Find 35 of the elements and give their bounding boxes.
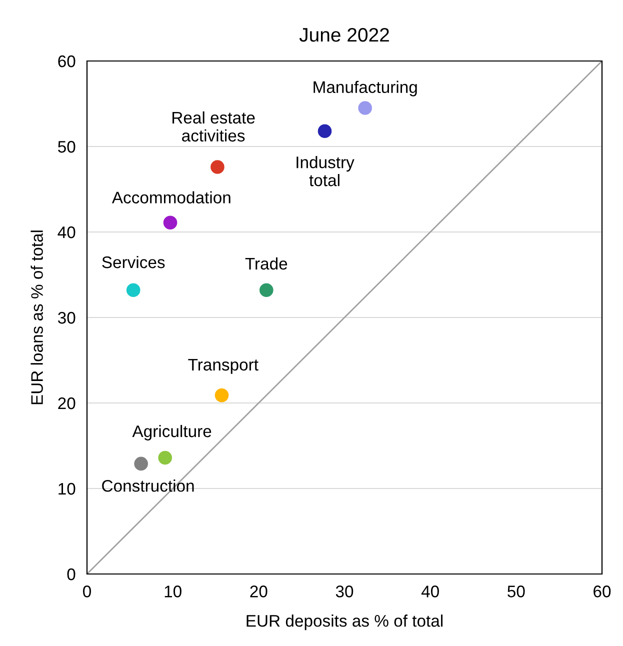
- point: [214, 388, 229, 402]
- y-tick-label: 30: [58, 312, 76, 324]
- x-axis-title: EUR deposits as % of total: [246, 614, 443, 630]
- series-label: Construction: [102, 480, 194, 492]
- series-label: Accommodation: [112, 191, 230, 204]
- chart-title: June 2022: [299, 28, 389, 42]
- y-tick-label: 60: [58, 55, 76, 68]
- point: [210, 160, 224, 174]
- series-label: Transport: [188, 358, 258, 374]
- x-tick-label: 30: [336, 586, 354, 598]
- point: [163, 216, 178, 230]
- series-label: Industry total: [296, 156, 354, 186]
- x-tick-label: 20: [250, 586, 268, 598]
- x-tick-label: 40: [421, 586, 439, 598]
- point: [358, 101, 372, 115]
- y-tick-label: 40: [58, 226, 76, 238]
- series-label: Agriculture: [132, 424, 212, 440]
- y-tick-label: 20: [58, 397, 76, 410]
- point: [134, 456, 148, 471]
- y-axis-title: EUR loans as % of total: [30, 230, 43, 404]
- point: [126, 283, 140, 298]
- text: Real estate activities: [172, 111, 255, 142]
- point: [259, 283, 274, 298]
- point: [158, 450, 172, 465]
- y-tick-label: 10: [58, 482, 76, 495]
- series-label: Services: [102, 256, 165, 268]
- y-tick-label: 0: [67, 568, 76, 580]
- x-tick-label: 50: [508, 586, 525, 598]
- x-tick-label: 10: [164, 586, 182, 598]
- x-tick-label: 60: [594, 586, 611, 598]
- series-label: Trade: [245, 257, 288, 270]
- x-tick-label: 0: [83, 586, 91, 598]
- point: [318, 124, 332, 138]
- series-label: Manufacturing: [314, 80, 417, 96]
- y-tick-label: 50: [58, 140, 76, 153]
